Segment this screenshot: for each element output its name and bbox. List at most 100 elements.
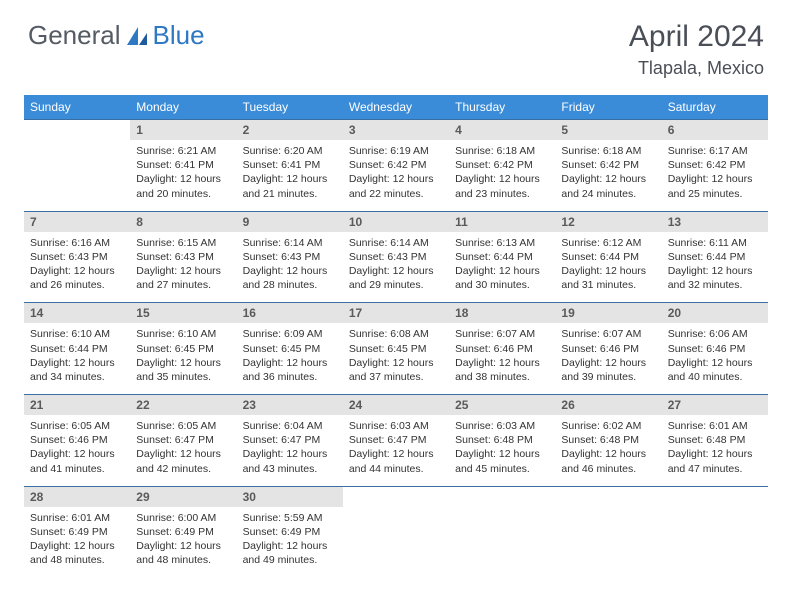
location-text: Tlapala, Mexico (629, 58, 764, 79)
sunrise-text: Sunrise: 6:14 AM (349, 236, 443, 250)
calendar-day-cell: 12Sunrise: 6:12 AMSunset: 6:44 PMDayligh… (555, 211, 661, 303)
day-details: Sunrise: 6:00 AMSunset: 6:49 PMDaylight:… (130, 507, 236, 578)
daylight-text-2: and 42 minutes. (136, 462, 230, 476)
daylight-text-2: and 25 minutes. (668, 187, 762, 201)
daylight-text-1: Daylight: 12 hours (455, 172, 549, 186)
daylight-text-1: Daylight: 12 hours (30, 356, 124, 370)
day-number: 29 (130, 487, 236, 507)
sunrise-text: Sunrise: 6:06 AM (668, 327, 762, 341)
calendar-week-row: 28Sunrise: 6:01 AMSunset: 6:49 PMDayligh… (24, 486, 768, 577)
day-number: 6 (662, 120, 768, 140)
calendar-day-cell: 8Sunrise: 6:15 AMSunset: 6:43 PMDaylight… (130, 211, 236, 303)
daylight-text-1: Daylight: 12 hours (136, 539, 230, 553)
day-details: Sunrise: 6:07 AMSunset: 6:46 PMDaylight:… (555, 323, 661, 394)
day-number: 23 (237, 395, 343, 415)
daylight-text-2: and 37 minutes. (349, 370, 443, 384)
daylight-text-1: Daylight: 12 hours (136, 172, 230, 186)
weekday-header-row: Sunday Monday Tuesday Wednesday Thursday… (24, 95, 768, 120)
calendar-week-row: 21 Sunrise: 6:05 AMSunset: 6:46 PM Dayligh… (24, 395, 768, 487)
sunset-text: Sunset: 6:41 PM (243, 158, 337, 172)
sunrise-text: Sunrise: 6:01 AM (668, 419, 762, 433)
calendar-day-cell: 29Sunrise: 6:00 AMSunset: 6:49 PMDayligh… (130, 486, 236, 577)
daylight-text-1: Daylight: 12 hours (668, 447, 762, 461)
daylight-text-1: Daylight: 12 hours (668, 264, 762, 278)
weekday-header: Tuesday (237, 95, 343, 120)
daylight-text-2: and 45 minutes. (455, 462, 549, 476)
sunset-text: Sunset: 6:46 PM (561, 342, 655, 356)
day-number: 15 (130, 303, 236, 323)
daylight-text-1: Daylight: 12 hours (243, 264, 337, 278)
sunset-text: Sunset: 6:45 PM (136, 342, 230, 356)
daylight-text-1: Daylight: 12 hours (243, 539, 337, 553)
daylight-text-1: Daylight: 12 hours (561, 264, 655, 278)
day-details: Sunrise: 6:05 AMSunset: 6:47 PMDaylight:… (130, 415, 236, 486)
calendar-day-cell (343, 486, 449, 577)
sunrise-text: Sunrise: 6:13 AM (455, 236, 549, 250)
weekday-header: Thursday (449, 95, 555, 120)
sunrise-text: Sunrise: 6:00 AM (136, 511, 230, 525)
sunrise-text: Sunrise: 6:08 AM (349, 327, 443, 341)
weekday-header: Saturday (662, 95, 768, 120)
daylight-text-2: and 38 minutes. (455, 370, 549, 384)
sunrise-text: Sunrise: 6:12 AM (561, 236, 655, 250)
day-number: 12 (555, 212, 661, 232)
calendar-day-cell (449, 486, 555, 577)
sunset-text: Sunset: 6:46 PM (30, 433, 124, 447)
day-number: 22 (130, 395, 236, 415)
sunset-text: Sunset: 6:45 PM (243, 342, 337, 356)
calendar-day-cell (24, 120, 130, 212)
sail-icon (125, 25, 151, 47)
daylight-text-2: and 28 minutes. (243, 278, 337, 292)
sunrise-text: Sunrise: 6:18 AM (455, 144, 549, 158)
sunrise-text: Sunrise: 6:05 AM (30, 419, 124, 433)
day-details: Sunrise: 6:19 AMSunset: 6:42 PMDaylight:… (343, 140, 449, 211)
calendar-week-row: 14Sunrise: 6:10 AMSunset: 6:44 PMDayligh… (24, 303, 768, 395)
sunset-text: Sunset: 6:44 PM (668, 250, 762, 264)
daylight-text-1: Daylight: 12 hours (668, 356, 762, 370)
day-number: 21 (24, 395, 130, 415)
daylight-text-1: Daylight: 12 hours (349, 447, 443, 461)
daylight-text-1: Daylight: 12 hours (455, 447, 549, 461)
sunset-text: Sunset: 6:46 PM (455, 342, 549, 356)
sunset-text: Sunset: 6:48 PM (455, 433, 549, 447)
daylight-text-2: and 20 minutes. (136, 187, 230, 201)
day-details: Sunrise: 6:21 AMSunset: 6:41 PMDaylight:… (130, 140, 236, 211)
day-details: Sunrise: 6:02 AMSunset: 6:48 PMDaylight:… (555, 415, 661, 486)
sunset-text: Sunset: 6:47 PM (136, 433, 230, 447)
brand-name-1: General (28, 20, 121, 51)
sunrise-text: Sunrise: 6:20 AM (243, 144, 337, 158)
sunrise-text: Sunrise: 6:04 AM (243, 419, 337, 433)
day-details: Sunrise: 6:13 AMSunset: 6:44 PMDaylight:… (449, 232, 555, 303)
daylight-text-1: Daylight: 12 hours (136, 447, 230, 461)
day-number: 24 (343, 395, 449, 415)
daylight-text-1: Daylight: 12 hours (136, 264, 230, 278)
sunrise-text: Sunrise: 6:18 AM (561, 144, 655, 158)
weekday-header: Friday (555, 95, 661, 120)
day-number: 16 (237, 303, 343, 323)
day-number: 4 (449, 120, 555, 140)
calendar-week-row: 7Sunrise: 6:16 AMSunset: 6:43 PMDaylight… (24, 211, 768, 303)
sunset-text: Sunset: 6:49 PM (30, 525, 124, 539)
day-details: Sunrise: 6:14 AMSunset: 6:43 PMDaylight:… (237, 232, 343, 303)
calendar-day-cell: 21Sunrise: 6:05 AMSunset: 6:46 PMDayligh… (24, 395, 130, 487)
daylight-text-2: and 36 minutes. (243, 370, 337, 384)
day-details: Sunrise: 6:12 AMSunset: 6:44 PMDaylight:… (555, 232, 661, 303)
daylight-text-1: Daylight: 12 hours (243, 172, 337, 186)
daylight-text-2: and 48 minutes. (136, 553, 230, 567)
calendar-day-cell: 22Sunrise: 6:05 AMSunset: 6:47 PMDayligh… (130, 395, 236, 487)
sunrise-text: Sunrise: 6:16 AM (30, 236, 124, 250)
sunset-text: Sunset: 6:49 PM (136, 525, 230, 539)
daylight-text-2: and 46 minutes. (561, 462, 655, 476)
calendar-week-row: 1Sunrise: 6:21 AMSunset: 6:41 PMDaylight… (24, 120, 768, 212)
daylight-text-2: and 24 minutes. (561, 187, 655, 201)
day-details: Sunrise: 6:09 AMSunset: 6:45 PMDaylight:… (237, 323, 343, 394)
sunset-text: Sunset: 6:47 PM (349, 433, 443, 447)
day-details: Sunrise: 6:11 AMSunset: 6:44 PMDaylight:… (662, 232, 768, 303)
day-number: 7 (24, 212, 130, 232)
title-block: April 2024 Tlapala, Mexico (629, 20, 764, 79)
daylight-text-1: Daylight: 12 hours (349, 264, 443, 278)
day-number: 11 (449, 212, 555, 232)
sunrise-text: Sunrise: 5:59 AM (243, 511, 337, 525)
day-number: 20 (662, 303, 768, 323)
day-details: Sunrise: 6:18 AMSunset: 6:42 PMDaylight:… (555, 140, 661, 211)
